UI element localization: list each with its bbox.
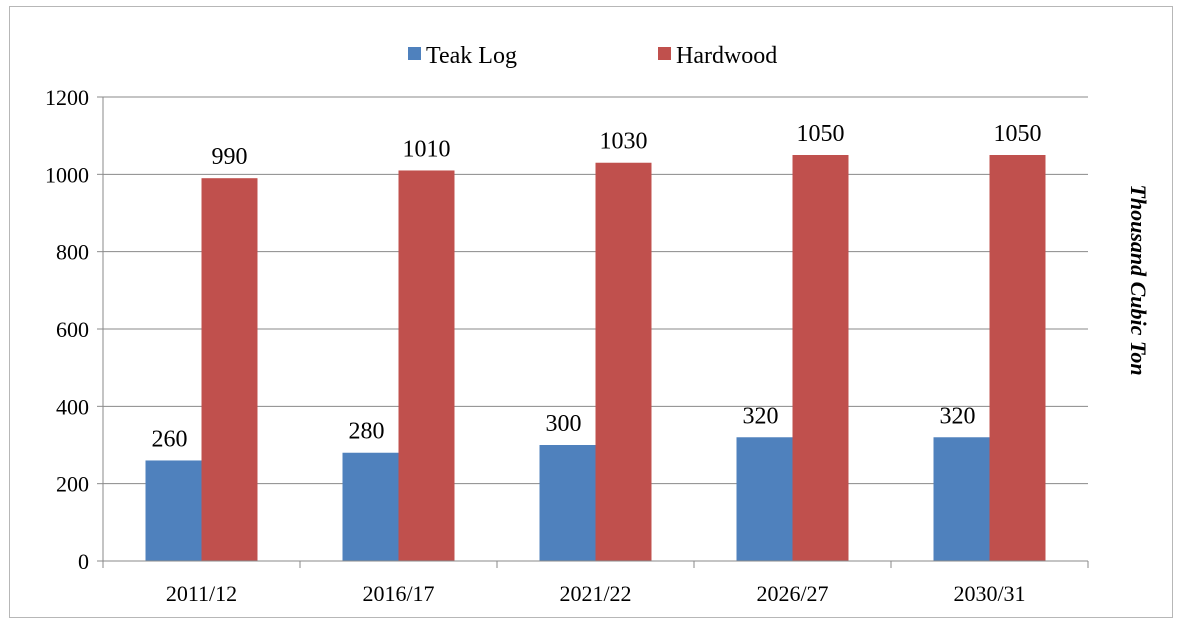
y-axis-ticks: 0 200 400 600 800 1000 1200 xyxy=(45,85,103,574)
legend-label-teak-log: Teak Log xyxy=(426,43,517,69)
legend-swatch-hardwood xyxy=(658,47,671,60)
y-tick-label: 1000 xyxy=(45,162,89,187)
bar-teak-log xyxy=(736,437,793,561)
data-label-hardwood: 990 xyxy=(212,144,248,170)
y-tick-label: 400 xyxy=(56,394,89,419)
bar-hardwood xyxy=(792,155,849,561)
data-label-teak-log: 280 xyxy=(349,419,385,445)
x-tick-label: 2011/12 xyxy=(166,581,237,606)
x-tick-label: 2030/31 xyxy=(953,581,1025,606)
x-tick-label: 2026/27 xyxy=(756,581,828,606)
data-label-hardwood: 1050 xyxy=(797,121,845,147)
y-tick-label: 800 xyxy=(56,240,89,265)
y-tick-label: 1200 xyxy=(45,85,89,110)
bar-hardwood xyxy=(201,178,258,561)
bar-teak-log xyxy=(539,445,596,561)
x-axis-ticks: 2011/12 2016/17 2021/22 2026/27 2030/31 xyxy=(102,561,1089,606)
data-label-hardwood: 1030 xyxy=(600,129,648,155)
y-axis-label: Thousand Cubic Ton xyxy=(1126,184,1151,375)
y-tick-label: 0 xyxy=(78,549,89,574)
data-label-teak-log: 300 xyxy=(546,411,582,437)
data-label-hardwood: 1010 xyxy=(403,136,451,162)
data-label-hardwood: 1050 xyxy=(994,121,1042,147)
data-labels: 260 990 280 1010 300 1030 320 1050 320 1050 xyxy=(152,121,1042,452)
data-label-teak-log: 320 xyxy=(743,403,779,429)
data-label-teak-log: 260 xyxy=(152,426,188,452)
legend-swatch-teak-log xyxy=(408,47,421,60)
bar-hardwood xyxy=(989,155,1046,561)
bar-teak-log xyxy=(145,460,202,561)
x-tick-label: 2021/22 xyxy=(559,581,631,606)
bar-hardwood xyxy=(398,170,455,561)
legend-label-hardwood: Hardwood xyxy=(676,43,777,69)
y-tick-label: 200 xyxy=(56,472,89,497)
y-tick-label: 600 xyxy=(56,317,89,342)
bar-hardwood xyxy=(595,162,652,561)
data-label-teak-log: 320 xyxy=(940,403,976,429)
bar-teak-log xyxy=(342,452,399,561)
legend: Teak Log Hardwood xyxy=(408,43,777,69)
bars xyxy=(145,155,1046,561)
bar-teak-log xyxy=(933,437,990,561)
x-tick-label: 2016/17 xyxy=(362,581,434,606)
